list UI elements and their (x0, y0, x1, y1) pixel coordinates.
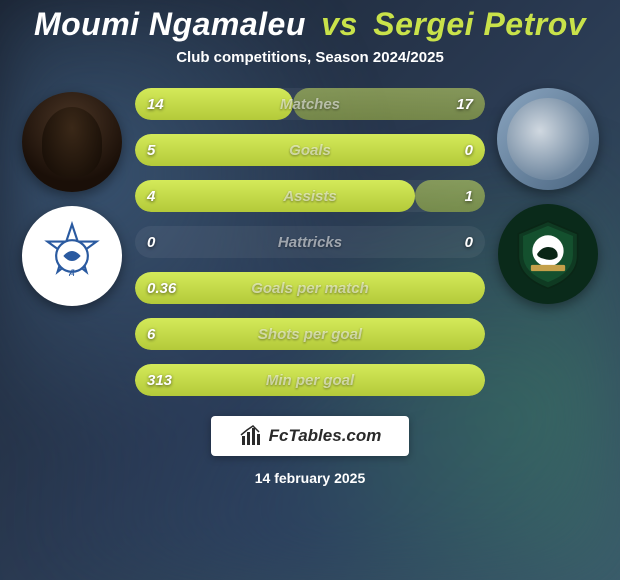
bar-label: Assists (283, 188, 336, 205)
player2-avatar (497, 88, 599, 190)
bar-fill-left (135, 180, 415, 212)
bar-value-right: 0 (465, 142, 473, 159)
player1-avatar (22, 92, 122, 192)
bar-value-left: 5 (147, 142, 155, 159)
team2-crest-icon (509, 215, 587, 293)
bar-label: Shots per goal (258, 326, 362, 343)
bar-value-left: 6 (147, 326, 155, 343)
stat-bar: Hattricks 0 0 (135, 226, 485, 258)
player1-avatar-placeholder (42, 107, 102, 177)
bar-label: Min per goal (266, 372, 354, 389)
footer-brand-text: FcTables.com (269, 426, 382, 446)
team1-badge: Д (22, 206, 122, 306)
chart-bars-icon (239, 424, 263, 448)
stat-bars: Matches1417Goals50Assists41Hattricks00Go… (135, 88, 485, 396)
bar-value-left: 14 (147, 96, 164, 113)
title-player2: Sergei Petrov (373, 6, 586, 42)
left-column: Д (17, 88, 127, 306)
stat-bar: Matches 14 17 (135, 88, 485, 120)
bar-value-left: 0 (147, 234, 155, 251)
stat-bar: Assists 4 1 (135, 180, 485, 212)
bar-value-left: 0.36 (147, 280, 176, 297)
bar-label: Hattricks (278, 234, 342, 251)
page-title: Moumi Ngamaleu vs Sergei Petrov (34, 6, 586, 43)
bar-value-right: 1 (465, 188, 473, 205)
footer-date: 14 february 2025 (255, 470, 366, 486)
bar-label: Goals (289, 142, 331, 159)
stat-bar: Goals 5 0 (135, 134, 485, 166)
stat-bar: Goals per match 0.36 (135, 272, 485, 304)
bar-label: Goals per match (251, 280, 369, 297)
right-column (493, 88, 603, 304)
footer-brand: FcTables.com (211, 416, 410, 456)
main-row: Д Matches 14 17 Goals 5 0 Assists 4 1 Hattricks 0 0… (0, 88, 620, 396)
subtitle: Club competitions, Season 2024/2025 (176, 49, 444, 66)
player2-avatar-placeholder (507, 98, 589, 180)
bar-value-left: 4 (147, 188, 155, 205)
bar-fill-right (415, 180, 485, 212)
svg-text:Д: Д (68, 268, 74, 277)
content: Moumi Ngamaleu vs Sergei Petrov Club com… (0, 0, 620, 580)
bar-label: Matches (280, 96, 340, 113)
team1-crest-icon: Д (36, 220, 108, 292)
bar-value-right: 17 (456, 96, 473, 113)
stat-bar: Min per goal 313 (135, 364, 485, 396)
title-vs: vs (321, 6, 358, 42)
bar-value-left: 313 (147, 372, 172, 389)
stat-bar: Shots per goal 6 (135, 318, 485, 350)
bar-value-right: 0 (465, 234, 473, 251)
team2-badge (498, 204, 598, 304)
title-player1: Moumi Ngamaleu (34, 6, 306, 42)
